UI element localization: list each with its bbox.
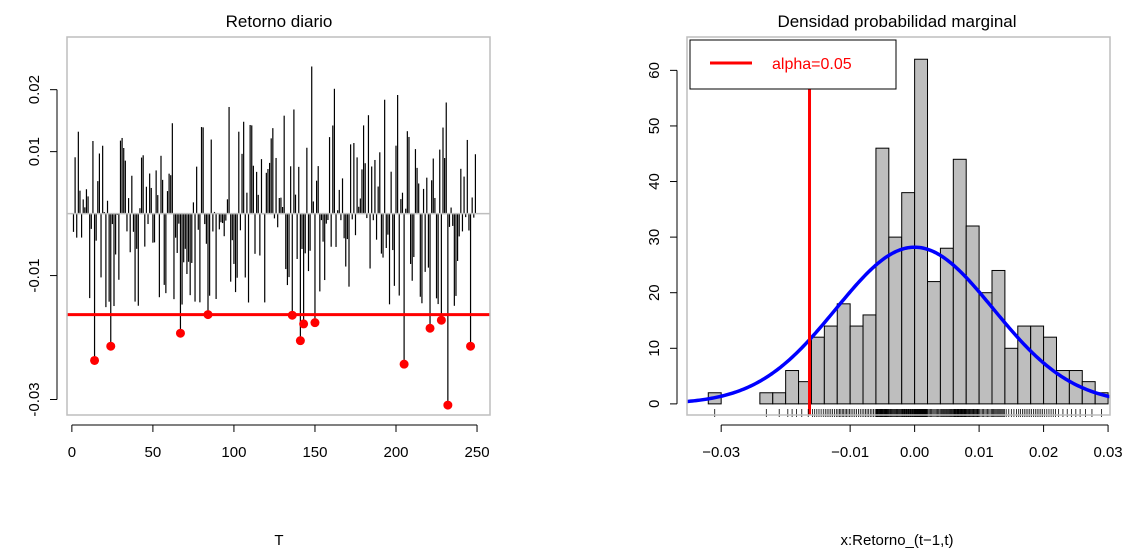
returns-x-axis-label: T (274, 532, 283, 549)
returns-breach-point (299, 319, 309, 329)
density-panel: Densidad probabilidad marginal x:Retorno… (646, 12, 1123, 549)
returns-breach-point (443, 400, 453, 410)
density-histogram-bar (991, 269, 1006, 405)
density-histogram-bar (952, 158, 967, 405)
density-x-tick-label: 0.00 (900, 444, 929, 461)
returns-y-tick-label: -0.03 (26, 382, 43, 416)
density-x-axis: −0.03 −0.01 0.00 0.01 0.02 0.03 (702, 424, 1123, 461)
legend-label-alpha: alpha=0.05 (772, 56, 852, 73)
density-y-tick-label: 30 (646, 229, 663, 246)
density-histogram-bar (927, 281, 941, 405)
density-x-tick-label: −0.01 (831, 444, 869, 461)
density-histogram-bar (939, 247, 954, 405)
density-histogram-bar (875, 147, 890, 405)
returns-x-tick-label: 50 (145, 444, 162, 461)
density-rug (714, 409, 1103, 417)
density-histogram-bar (901, 192, 916, 405)
returns-x-tick-label: 200 (383, 444, 408, 461)
density-y-tick-label: 60 (646, 62, 663, 79)
density-y-tick-label: 40 (646, 173, 663, 190)
returns-y-tick-label: -0.01 (26, 258, 43, 292)
returns-x-tick-label: 150 (302, 444, 327, 461)
density-histogram-bar (1004, 347, 1019, 405)
returns-breach-points (90, 310, 476, 410)
density-histogram-bars (707, 58, 1109, 405)
density-histogram-bar (1094, 392, 1109, 405)
returns-x-tick-label: 250 (465, 444, 490, 461)
density-histogram-bar (914, 58, 929, 405)
density-histogram-bar (823, 325, 838, 405)
returns-reference-lines (67, 212, 490, 317)
density-histogram-bar (836, 303, 851, 405)
returns-y-tick-label: 0.02 (26, 75, 43, 104)
returns-breach-point (90, 355, 100, 365)
returns-breach-point (399, 359, 409, 369)
density-histogram-bar (810, 336, 825, 405)
returns-breach-point (295, 336, 305, 346)
density-x-tick-label: 0.02 (1029, 444, 1058, 461)
density-x-tick-label: 0.01 (965, 444, 994, 461)
density-y-axis: 0 10 20 30 40 50 60 (646, 62, 678, 408)
density-y-tick-label: 50 (646, 118, 663, 135)
returns-y-axis: -0.03 -0.01 0.01 0.02 (26, 75, 58, 417)
density-histogram-bar (759, 392, 774, 405)
returns-breach-point (436, 315, 446, 325)
density-chart-title: Densidad probabilidad marginal (777, 12, 1016, 31)
returns-bars (72, 66, 477, 406)
density-curve-path (686, 245, 1111, 404)
density-histogram-bar (1030, 325, 1045, 405)
density-histogram-bar (772, 392, 787, 405)
returns-x-tick-label: 0 (68, 444, 76, 461)
returns-breach-point (203, 310, 213, 320)
returns-breach-point (466, 341, 476, 351)
returns-x-tick-label: 100 (221, 444, 246, 461)
returns-breach-point (175, 328, 185, 338)
returns-breach-point (287, 310, 297, 320)
density-histogram-bar (965, 225, 980, 405)
returns-plot-frame (66, 36, 491, 416)
density-histogram-bar (785, 370, 800, 405)
density-y-tick-label: 10 (646, 340, 663, 357)
returns-panel: Retorno diario T -0.03 -0.01 0.01 0.02 0 50 1… (26, 12, 491, 549)
density-x-tick-label: −0.03 (702, 444, 740, 461)
density-histogram-bar (849, 325, 864, 405)
density-x-axis-label: x:Retorno_(t−1,t) (841, 532, 954, 549)
returns-chart-title: Retorno diario (226, 12, 333, 31)
density-normal-curve (686, 245, 1111, 404)
density-legend: alpha=0.05 (689, 39, 897, 90)
density-y-tick-label: 20 (646, 284, 663, 301)
returns-x-axis: 0 50 100 150 200 250 (68, 424, 490, 461)
returns-breach-point (425, 323, 435, 333)
density-histogram-bar (888, 236, 903, 405)
density-x-tick-label: 0.03 (1093, 444, 1122, 461)
density-y-tick-label: 0 (646, 400, 663, 408)
returns-y-tick-label: 0.01 (26, 137, 43, 166)
returns-breach-point (310, 318, 320, 328)
density-plot-frame (686, 36, 1111, 416)
density-histogram-bar (978, 292, 993, 405)
returns-breach-point (106, 341, 116, 351)
density-histogram-bar (862, 314, 877, 405)
